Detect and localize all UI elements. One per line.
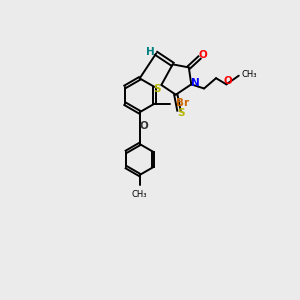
Text: O: O: [199, 50, 208, 61]
Text: CH₃: CH₃: [132, 190, 147, 199]
Text: Br: Br: [176, 98, 189, 108]
Text: H: H: [146, 47, 154, 57]
Text: N: N: [190, 78, 200, 88]
Text: O: O: [140, 121, 148, 130]
Text: S: S: [153, 84, 160, 94]
Text: CH₃: CH₃: [242, 70, 257, 79]
Text: O: O: [223, 76, 232, 85]
Text: S: S: [178, 108, 185, 118]
